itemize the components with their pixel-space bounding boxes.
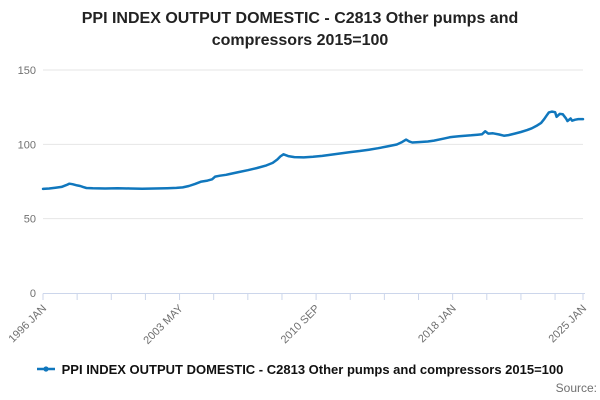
legend-series-label: PPI INDEX OUTPUT DOMESTIC - C2813 Other … [61,361,564,377]
y-axis-label: 50 [24,214,36,226]
x-axis-label: 2018 JAN [416,303,459,346]
y-axis-label: 100 [18,139,36,151]
x-axis-label: 2010 SEP [279,303,323,347]
y-axis-label: 0 [30,288,36,300]
x-axis-label: 2003 MAY [141,302,186,347]
x-axis-label: 2025 JAN [546,303,589,346]
y-axis-label: 150 [18,65,36,77]
source-label: Source: [555,381,597,395]
legend-item[interactable]: PPI INDEX OUTPUT DOMESTIC - C2813 Other … [0,360,600,378]
x-axis-label: 1996 JAN [6,303,49,346]
chart-title: PPI INDEX OUTPUT DOMESTIC - C2813 Other … [81,10,519,49]
legend-line-marker-icon [36,366,55,372]
line-chart-plot: 0 50 100 150 1996 JAN 2003 MAY 2010 SEP 2018 JA… [6,65,589,347]
series-line [41,110,585,191]
